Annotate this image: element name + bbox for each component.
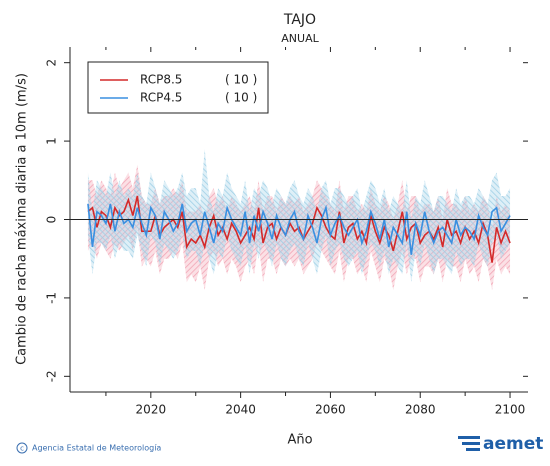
band xyxy=(87,148,511,283)
logo-bar xyxy=(458,436,480,439)
x-tick-label: 2080 xyxy=(405,403,436,417)
legend-label: RCP8.5 xyxy=(140,73,182,87)
series-line xyxy=(87,203,511,255)
credit: Agencia Estatal de Meteorología xyxy=(32,444,161,453)
chart-title: TAJO xyxy=(283,12,316,28)
x-tick-label: 2020 xyxy=(136,403,167,417)
logo-text: aemet xyxy=(483,434,543,454)
logo-icon xyxy=(458,436,480,451)
x-tick-label: 2060 xyxy=(315,403,346,417)
y-tick-label: 0 xyxy=(45,216,59,224)
x-tick-label: 2100 xyxy=(495,403,526,417)
legend-box xyxy=(87,61,269,114)
y-axis-label: Cambio de racha máxima diaria a 10m (m/s… xyxy=(15,73,30,365)
x-tick-label: 2040 xyxy=(225,403,256,417)
legend-label: RCP4.5 xyxy=(140,91,182,105)
legend-note: ( 10 ) xyxy=(225,91,257,105)
credit-icon-c: c xyxy=(20,445,24,453)
legend-note: ( 10 ) xyxy=(225,73,257,87)
y-tick-label: -1 xyxy=(45,292,59,304)
credit-icon xyxy=(16,442,28,454)
logo-bar xyxy=(462,442,480,445)
logo-bar xyxy=(466,448,480,451)
y-tick-label: 1 xyxy=(45,137,59,145)
y-tick-label: 2 xyxy=(45,59,59,67)
x-axis-label: Año xyxy=(287,433,312,448)
chart-subtitle: ANUAL xyxy=(281,32,319,45)
y-tick-label: -2 xyxy=(45,370,59,382)
